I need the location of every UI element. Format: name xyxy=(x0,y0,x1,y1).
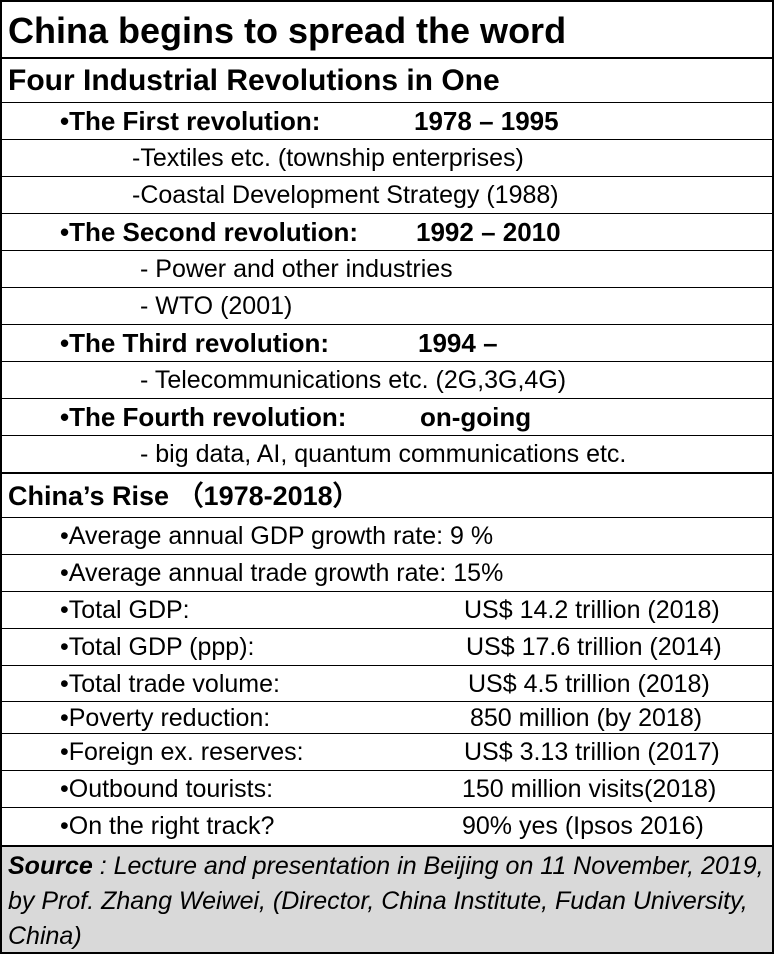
stat-label: •Foreign ex. reserves: xyxy=(60,738,304,766)
stat-value: US$ 17.6 trillion (2014) xyxy=(466,633,722,661)
revolution-item: - Telecommunications etc. (2G,3G,4G) xyxy=(2,362,772,399)
stat-value: US$ 14.2 trillion (2018) xyxy=(464,596,720,624)
stat-label: •Average annual GDP growth rate: 9 % xyxy=(60,522,494,550)
revolution-item-text: - big data, AI, quantum communications e… xyxy=(140,440,627,468)
revolution-row: •The Third revolution: 1994 – xyxy=(2,325,772,362)
stat-value: US$ 4.5 trillion (2018) xyxy=(468,670,710,698)
stat-value: US$ 3.13 trillion (2017) xyxy=(464,738,720,766)
stat-row: •Total GDP (ppp): US$ 17.6 trillion (201… xyxy=(2,629,772,666)
section-heading-rise: China’s Rise （1978-2018） xyxy=(2,474,772,518)
revolution-label: •The Fourth revolution: xyxy=(60,402,347,432)
stat-label: •Outbound tourists: xyxy=(60,775,274,803)
stat-row: •Total GDP: US$ 14.2 trillion (2018) xyxy=(2,592,772,629)
stat-row: •Average annual trade growth rate: 15% xyxy=(2,555,772,592)
revolution-row: •The Fourth revolution: on-going xyxy=(2,399,772,436)
revolution-label: •The Second revolution: xyxy=(60,217,359,247)
revolution-item-text: -Textiles etc. (township enterprises) xyxy=(132,144,524,172)
revolution-years: on-going xyxy=(420,402,532,432)
revolution-item: - WTO (2001) xyxy=(2,288,772,325)
stat-label: •Total GDP (ppp): xyxy=(60,633,255,661)
revolution-item: -Textiles etc. (township enterprises) xyxy=(2,140,772,177)
revolution-row: •The Second revolution: 1992 – 2010 xyxy=(2,214,772,251)
stat-label: •On the right track? xyxy=(60,812,275,840)
revolution-item-text: - Power and other industries xyxy=(140,255,453,283)
revolution-item: - Power and other industries xyxy=(2,251,772,288)
stat-label: •Total trade volume: xyxy=(60,670,280,698)
stat-row: •Average annual GDP growth rate: 9 % xyxy=(2,518,772,555)
stat-value: 150 million visits(2018) xyxy=(462,775,717,803)
stat-label: •Poverty reduction: xyxy=(60,704,271,732)
stat-row: •Outbound tourists: 150 million visits(2… xyxy=(2,771,772,808)
stat-row: •Total trade volume: US$ 4.5 trillion (2… xyxy=(2,666,772,702)
stat-value: 90% yes (Ipsos 2016) xyxy=(462,812,704,840)
revolution-row: •The First revolution: 1978 – 1995 xyxy=(2,103,772,140)
revolution-item-text: - Telecommunications etc. (2G,3G,4G) xyxy=(140,366,567,394)
section-heading-revolutions: Four Industrial Revolutions in One xyxy=(2,59,772,103)
revolution-item: - big data, AI, quantum communications e… xyxy=(2,436,772,474)
revolution-item: -Coastal Development Strategy (1988) xyxy=(2,177,772,214)
stat-label: •Total GDP: xyxy=(60,596,190,624)
stat-row: •Poverty reduction: 850 million (by 2018… xyxy=(2,702,772,734)
source-text: : Lecture and presentation in Beijing on… xyxy=(8,852,764,950)
stat-row: •On the right track? 90% yes (Ipsos 2016… xyxy=(2,808,772,845)
stat-label: •Average annual trade growth rate: 15% xyxy=(60,559,504,587)
stat-value: 850 million (by 2018) xyxy=(470,704,703,732)
revolution-years: 1994 – xyxy=(418,328,498,358)
source-label: Source xyxy=(8,852,93,880)
stat-row: •Foreign ex. reserves: US$ 3.13 trillion… xyxy=(2,734,772,771)
revolution-item-text: -Coastal Development Strategy (1988) xyxy=(132,181,559,209)
revolution-label: •The First revolution: xyxy=(60,106,321,136)
revolution-years: 1978 – 1995 xyxy=(414,106,559,136)
source-note: Source : Lecture and presentation in Bei… xyxy=(2,845,772,952)
revolution-label: •The Third revolution: xyxy=(60,328,330,358)
page-title: China begins to spread the word xyxy=(2,2,772,59)
revolution-years: 1992 – 2010 xyxy=(416,217,561,247)
revolution-item-text: - WTO (2001) xyxy=(140,292,293,320)
